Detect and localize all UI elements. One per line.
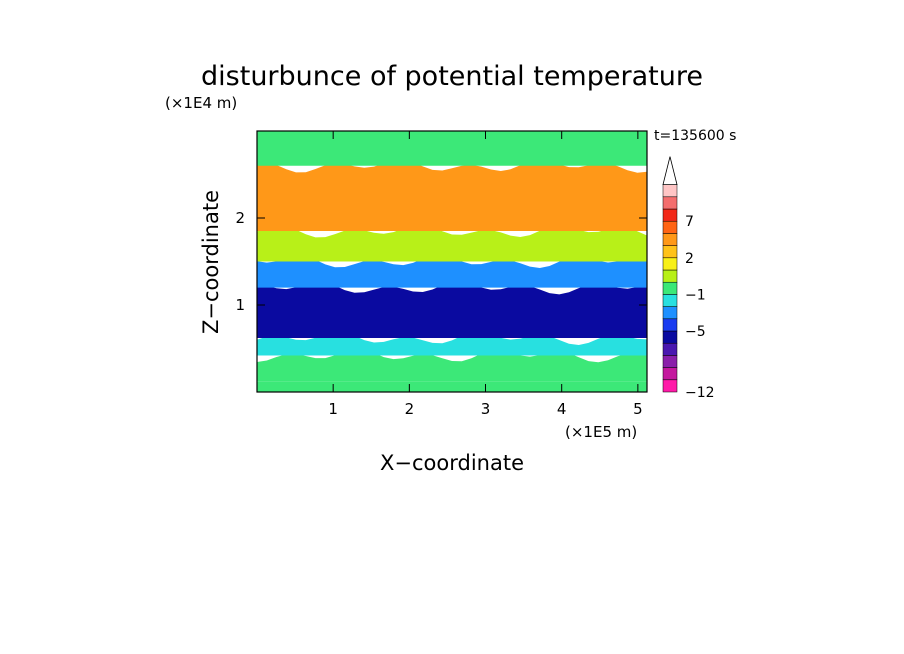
colorbar-swatch [662,367,678,381]
contour-band [257,159,647,232]
colorbar-label: −1 [685,287,706,303]
y-axis-label: Z−coordinate [199,190,223,334]
y-axis: 12 [235,209,647,314]
x-unit-label: (×1E5 m) [565,423,637,441]
y-tick-label: 1 [235,296,245,314]
colorbar-swatch [662,233,678,246]
colorbar-swatch [662,184,678,198]
colorbar-swatch [662,318,678,332]
x-axis-label: X−coordinate [380,451,524,475]
colorbar-swatch [662,281,678,295]
colorbar-label: −5 [685,324,706,340]
plot-frame [256,130,648,393]
x-tick-label: 2 [405,400,415,418]
colorbar-swatch [662,330,678,344]
contour-band [257,281,647,339]
x-tick-label: 4 [557,400,567,418]
colorbar-swatch [662,208,678,222]
contour-band [257,131,647,166]
colorbar-swatch [662,306,678,320]
colorbar-label: 2 [685,251,694,267]
colorbar-label: 7 [685,214,694,230]
colorbar-swatch [662,269,678,283]
colorbar-swatch [662,379,678,393]
x-tick-label: 3 [481,400,491,418]
time-label: t=135600 s [654,128,736,144]
colorbar-swatch [662,196,678,210]
contour-band [257,254,647,288]
colorbar-swatch [662,257,678,271]
chart-title: disturbunce of potential temperature [201,61,703,92]
y-unit-label: (×1E4 m) [165,94,237,112]
colorbar-swatch [662,220,678,234]
y-tick-label: 2 [235,209,245,227]
colorbar-extend-arrow [662,156,678,186]
colorbar-swatch [662,342,678,356]
contour-band [257,224,647,262]
contour-field [257,131,647,392]
contour-band [257,348,647,382]
colorbar-label: −12 [685,385,715,401]
colorbar-swatch [662,294,678,307]
colorbar-swatch [662,355,678,368]
x-tick-label: 1 [328,400,338,418]
contour-band [257,381,647,392]
x-tick-label: 5 [633,400,643,418]
colorbar: −12−5−127 [662,156,715,401]
x-axis: 1 2 3 4 5 [328,131,643,418]
colorbar-swatch [662,245,678,259]
